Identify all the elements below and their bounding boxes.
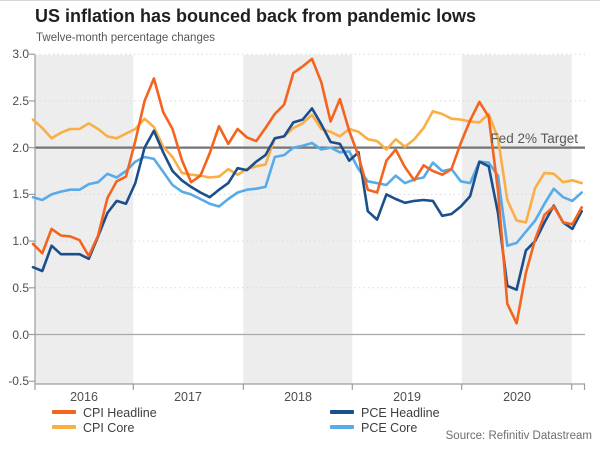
legend-swatch-pce-headline <box>330 410 354 414</box>
legend-swatch-pce-core <box>330 425 354 429</box>
y-tick-label: 2.5 <box>12 93 29 108</box>
legend-label-pce-headline: PCE Headline <box>361 405 440 420</box>
y-tick-label: 0.5 <box>12 280 29 295</box>
legend-item-cpi-core: CPI Core <box>52 419 135 435</box>
legend-swatch-cpi-core <box>52 425 76 429</box>
top-divider <box>0 0 600 1</box>
legend-item-pce-core: PCE Core <box>330 419 418 435</box>
x-tick-label-2017: 2017 <box>174 390 202 404</box>
series-line-pce-headline <box>31 107 584 292</box>
fed-target-annotation: Fed 2% Target <box>490 131 578 146</box>
chart-subtitle: Twelve-month percentage changes <box>36 32 215 44</box>
x-tick-label-2020: 2020 <box>503 390 531 404</box>
y-tick-label: -0.5 <box>8 374 29 389</box>
legend-swatch-cpi-headline <box>52 410 76 414</box>
legend-label-cpi-core: CPI Core <box>83 420 135 435</box>
chart-title: US inflation has bounced back from pande… <box>35 6 477 26</box>
x-tick-label-2018: 2018 <box>284 390 312 404</box>
x-tick-label-2019: 2019 <box>393 390 421 404</box>
y-tick-label: 1.5 <box>12 187 29 202</box>
series-line-cpi-core <box>31 109 584 224</box>
legend-label-cpi-headline: CPI Headline <box>83 405 157 420</box>
series-line-cpi-headline <box>31 57 584 325</box>
y-tick-label: 1.0 <box>12 234 29 249</box>
y-tick-label: 3.0 <box>12 47 29 62</box>
legend-item-pce-headline: PCE Headline <box>330 404 440 420</box>
legend-label-pce-core: PCE Core <box>361 420 418 435</box>
source-note: Source: Refinitiv Datastream <box>445 430 592 442</box>
y-tick-label: 0.0 <box>12 327 29 342</box>
legend-item-cpi-headline: CPI Headline <box>52 404 157 420</box>
year-shading-band <box>35 55 134 384</box>
series-line-pce-core <box>31 141 584 247</box>
y-tick-label: 2.0 <box>12 140 29 155</box>
x-tick-label-2016: 2016 <box>70 390 98 404</box>
